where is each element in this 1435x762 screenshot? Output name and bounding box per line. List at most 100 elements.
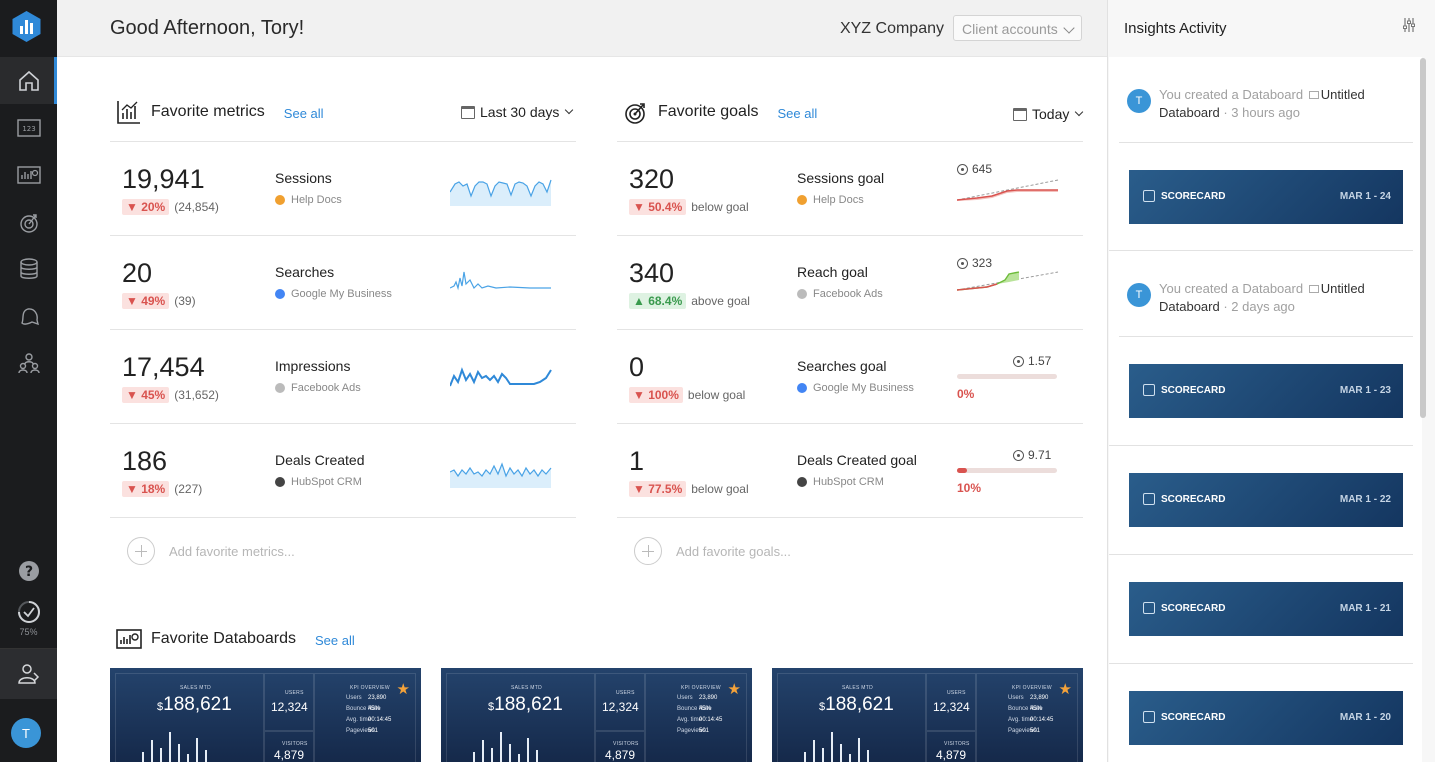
favorite-star-icon[interactable]: ★ xyxy=(727,681,741,698)
nav-data-sources[interactable] xyxy=(0,245,57,292)
nav-team[interactable] xyxy=(0,649,57,699)
metric-source-label: HubSpot CRM xyxy=(291,476,362,488)
favorite-star-icon[interactable]: ★ xyxy=(396,681,410,698)
goal-direction: below goal xyxy=(691,482,749,496)
goal-delta-badge: ▲ 68.4% xyxy=(629,293,687,309)
kpi-value: 23,890 xyxy=(1030,695,1049,701)
scorecard-icon xyxy=(1143,190,1155,202)
nav-metrics[interactable]: 123 xyxy=(0,104,57,151)
databoard-thumbnail[interactable]: SALES MTD $188,621 USERS 12,324 VISITORS 4,87… xyxy=(441,668,752,762)
kpi-value: 45% xyxy=(699,706,712,712)
activity-item[interactable]: T You created a Databoard Untitled Databo… xyxy=(1119,251,1413,337)
kpi-label: Bounce Rate xyxy=(346,706,381,712)
database-icon xyxy=(19,257,38,279)
metric-row[interactable]: 17,454 ▼ 45% (31,652) Impressions Facebook A… xyxy=(110,330,576,424)
sales-label: SALES MTD xyxy=(842,685,874,691)
metric-row[interactable]: 19,941 ▼ 20% (24,854) Sessions Help Docs xyxy=(110,142,576,236)
add-favorite-metrics-button[interactable]: Add favorite metrics... xyxy=(127,537,295,565)
goal-source-label: Google My Business xyxy=(813,382,914,394)
activity-target-link[interactable]: Untitled Databoard xyxy=(1159,281,1365,314)
metric-previous-value: (39) xyxy=(174,294,196,308)
scorecard-card[interactable]: SCORECARD MAR 1 - 20 xyxy=(1129,691,1403,745)
databoard-small-icon xyxy=(1308,91,1319,99)
scorecard-card[interactable]: SCORECARD MAR 1 - 22 xyxy=(1129,473,1403,527)
target-icon xyxy=(1013,355,1024,367)
nav-users[interactable] xyxy=(0,339,57,386)
metric-delta-badge: ▼ 18% xyxy=(122,481,170,497)
activity-item[interactable]: T You created a Databoard Untitled Databo… xyxy=(1119,57,1413,143)
kpi-label: Avg. time xyxy=(1008,717,1033,723)
nav-help[interactable]: ? xyxy=(0,547,57,594)
team-icon xyxy=(17,664,39,684)
goal-source-label: Facebook Ads xyxy=(813,288,883,300)
sales-value-number: 188,621 xyxy=(163,694,232,715)
kpi-label: Bounce Rate xyxy=(1008,706,1043,712)
goal-target: 323 xyxy=(957,256,992,270)
sales-value: $188,621 xyxy=(157,694,232,716)
favorite-metrics-header: Favorite metrics See all xyxy=(116,97,324,127)
scorecard-card[interactable]: SCORECARD MAR 1 - 21 xyxy=(1129,582,1403,636)
add-favorite-goals-button[interactable]: Add favorite goals... xyxy=(634,537,791,565)
company-name: XYZ Company xyxy=(839,20,944,37)
nav-goals[interactable] xyxy=(0,198,57,245)
data-source-icon xyxy=(275,477,285,487)
metric-source-label: Help Docs xyxy=(291,194,342,206)
metric-row[interactable]: 186 ▼ 18% (227) Deals Created HubSpot CRM xyxy=(110,424,576,518)
nav-home[interactable] xyxy=(0,57,57,104)
favorite-databoards-header: Favorite Databoards See all xyxy=(116,624,355,654)
scorecard-card[interactable]: SCORECARD MAR 1 - 23 xyxy=(1129,364,1403,418)
activity-time: · 3 hours ago xyxy=(1223,105,1300,120)
insights-panel: Insights Activity T You created a Databoa… xyxy=(1107,0,1435,762)
metric-name: Sessions xyxy=(275,170,332,186)
metric-previous-value: (227) xyxy=(174,482,203,496)
calendar-icon xyxy=(461,105,475,119)
nav-alerts[interactable] xyxy=(0,292,57,339)
metric-source: HubSpot CRM xyxy=(275,476,362,488)
databoard-thumbnail[interactable]: SALES MTD $188,621 USERS 12,324 VISITORS 4,87… xyxy=(110,668,421,762)
scorecard-date: MAR 1 - 24 xyxy=(1339,191,1391,202)
sales-value-number: 188,621 xyxy=(494,694,563,715)
goal-progress-bar xyxy=(957,374,1057,379)
goal-row[interactable]: 340 ▲ 68.4% above goal Reach goal Facebook A… xyxy=(617,236,1083,330)
top-bar: Good Afternoon, Tory! XYZ Company Client… xyxy=(57,0,1107,57)
databoard-thumbnail[interactable]: SALES MTD $188,621 USERS 12,324 VISITORS 4,87… xyxy=(772,668,1083,762)
scorecard-label: SCORECARD xyxy=(1161,191,1226,202)
activity-target-link[interactable]: Untitled Databoard xyxy=(1159,87,1365,120)
goal-delta-badge: ▼ 100% xyxy=(629,387,683,403)
metrics-date-range-dropdown[interactable]: Last 30 days xyxy=(461,104,574,120)
metric-sparkline xyxy=(450,462,552,488)
scorecard-card[interactable]: SCORECARD MAR 1 - 24 xyxy=(1129,170,1403,224)
nav-onboarding-progress[interactable] xyxy=(0,588,57,635)
metric-row[interactable]: 20 ▼ 49% (39) Searches Google My Business xyxy=(110,236,576,330)
databox-logo[interactable] xyxy=(11,10,42,43)
goal-row[interactable]: 1 ▼ 77.5% below goal Deals Created goal HubS… xyxy=(617,424,1083,518)
favorite-goals-title: Favorite goals xyxy=(658,103,759,120)
goals-date-range-dropdown[interactable]: Today xyxy=(1013,106,1084,122)
add-favorite-goals-label: Add favorite goals... xyxy=(676,543,791,559)
metrics-see-all-link[interactable]: See all xyxy=(283,105,324,121)
insights-activity-list: T You created a Databoard Untitled Databo… xyxy=(1109,57,1422,762)
goal-progress-chart xyxy=(957,271,1059,291)
kpi-value: 23,890 xyxy=(699,695,718,701)
chevron-down-icon xyxy=(1075,107,1084,117)
insights-scrollbar[interactable] xyxy=(1420,58,1426,418)
user-avatar[interactable]: T xyxy=(11,718,41,748)
goal-name: Sessions goal xyxy=(797,170,885,186)
metric-sparkline xyxy=(450,271,551,291)
kpi-value: 00:14:45 xyxy=(699,717,723,723)
goals-see-all-link[interactable]: See all xyxy=(777,105,818,121)
metric-source-label: Google My Business xyxy=(291,288,392,300)
client-accounts-dropdown[interactable]: Client accounts xyxy=(953,15,1082,41)
metric-sparkline xyxy=(450,367,552,387)
metric-name: Impressions xyxy=(275,358,351,374)
filter-sliders-icon[interactable] xyxy=(1402,17,1416,33)
databoards-see-all-link[interactable]: See all xyxy=(314,632,355,648)
kpi-label: Users xyxy=(1008,695,1024,701)
favorite-star-icon[interactable]: ★ xyxy=(1058,681,1072,698)
nav-databoards[interactable] xyxy=(0,151,57,198)
goal-row[interactable]: 320 ▼ 50.4% below goal Sessions goal Help Do… xyxy=(617,142,1083,236)
goal-row[interactable]: 0 ▼ 100% below goal Searches goal Google My … xyxy=(617,330,1083,424)
sales-value: $188,621 xyxy=(488,694,563,716)
users-value: 12,324 xyxy=(271,700,308,714)
goal-name: Reach goal xyxy=(797,264,868,280)
